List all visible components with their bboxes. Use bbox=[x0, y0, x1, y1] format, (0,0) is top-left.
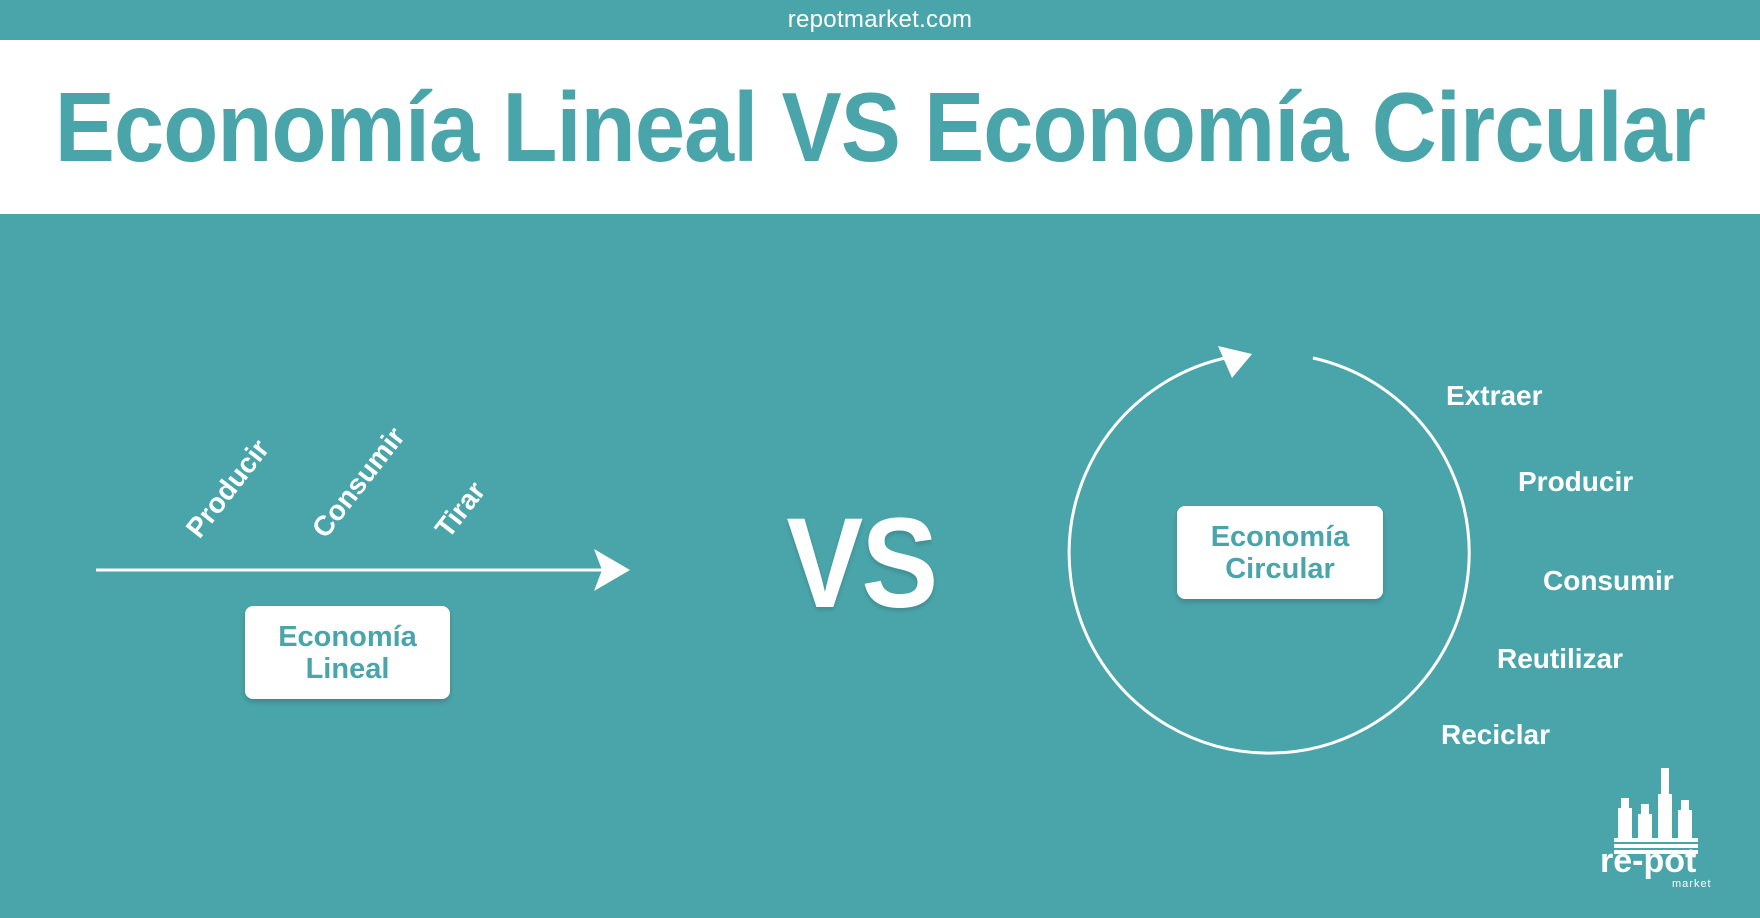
lineal-box-line2: Lineal bbox=[305, 652, 390, 685]
top-bar: repotmarket.com bbox=[0, 0, 1760, 40]
site-url[interactable]: repotmarket.com bbox=[787, 6, 973, 33]
economia-circular-box: Economía Circular bbox=[1177, 506, 1383, 599]
title-banner: Economía Lineal VS Economía Circular bbox=[0, 40, 1760, 214]
circular-step-producir: Producir bbox=[1518, 466, 1634, 497]
circular-box-line2: Circular bbox=[1225, 552, 1335, 585]
circular-step-extraer: Extraer bbox=[1446, 380, 1543, 411]
vs-label: VS bbox=[786, 492, 938, 635]
logo-subtext: market bbox=[1672, 878, 1712, 890]
lineal-box-line1: Economía bbox=[278, 620, 417, 653]
economia-lineal-box: Economía Lineal bbox=[245, 606, 450, 699]
circular-arrow-head bbox=[1218, 346, 1252, 378]
factory-bottles-icon bbox=[1614, 768, 1698, 854]
circular-arc bbox=[1067, 355, 1471, 755]
linear-arrow-head bbox=[594, 549, 630, 591]
circular-box-line1: Economía bbox=[1210, 520, 1350, 553]
circular-step-reciclar: Reciclar bbox=[1441, 719, 1550, 750]
page-title: Economía Lineal VS Economía Circular bbox=[54, 71, 1706, 182]
circular-step-reutilizar: Reutilizar bbox=[1497, 643, 1624, 674]
logo-text: re-pot bbox=[1600, 842, 1697, 880]
circular-step-consumir: Consumir bbox=[1543, 565, 1674, 596]
